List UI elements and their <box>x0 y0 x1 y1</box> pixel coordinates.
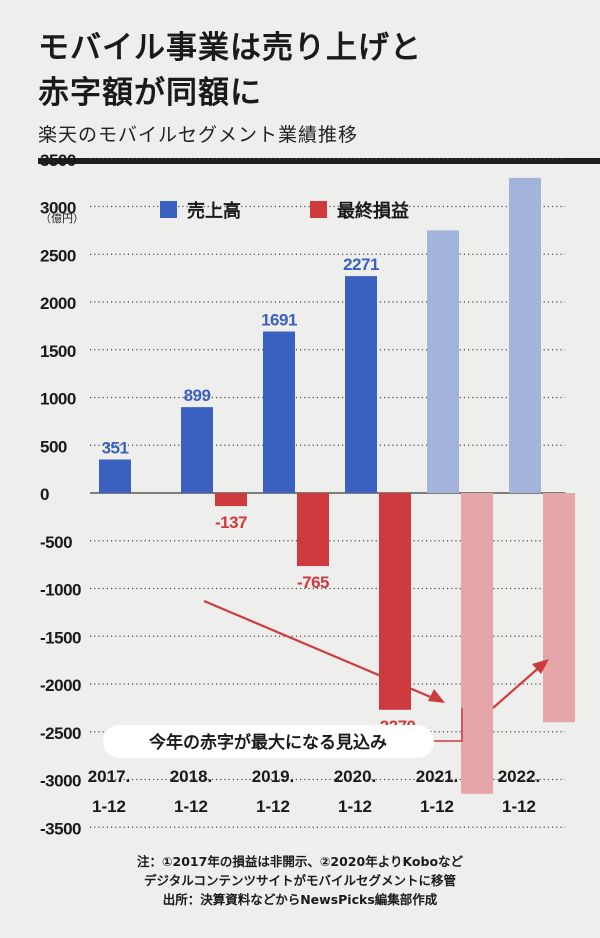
x-tick-label-months: 1-12 <box>420 797 454 816</box>
headline-line-1: モバイル事業は売り上げと <box>38 30 422 66</box>
annotation-pill <box>103 725 434 758</box>
net-income-bar-2018 <box>215 493 247 507</box>
net-income-value-label: -765 <box>297 573 329 592</box>
x-tick-label-year: 2017. <box>88 767 131 786</box>
net-income-bar-2020 <box>379 493 411 710</box>
y-tick-label: 500 <box>40 437 67 456</box>
footnote-line-3: 出所：決算資料などからNewsPicks編集部作成 <box>162 892 438 907</box>
x-tick-label-months: 1-12 <box>92 797 126 816</box>
y-tick-label: 1500 <box>40 342 76 361</box>
footnotes: 注：①2017年の損益は非開示、②2020年よりKoboなど デジタルコンテンツ… <box>0 852 600 909</box>
callout-connector <box>434 708 463 742</box>
headline: モバイル事業は売り上げと 赤字額が同額に <box>38 26 578 116</box>
x-tick-label-year: 2019. <box>252 767 295 786</box>
revenue-bar-2021 <box>427 230 459 493</box>
header-rule <box>38 158 600 164</box>
x-tick-label-year: 2021. <box>416 767 459 786</box>
y-tick-label: 0 <box>40 485 49 504</box>
revenue-bar-2017 <box>99 459 131 493</box>
y-tick-label: -2500 <box>40 724 81 743</box>
y-tick-label: 2500 <box>40 246 76 265</box>
revenue-value-label: 351 <box>102 438 129 457</box>
subtitle: 楽天のモバイルセグメント業績推移 <box>38 124 359 146</box>
y-tick-label: -1500 <box>40 628 81 647</box>
x-tick-label-year: 2022. <box>498 767 541 786</box>
legend-swatch-2 <box>310 201 327 218</box>
y-tick-label: 1000 <box>40 390 76 409</box>
x-tick-label-year: 2020. <box>334 767 377 786</box>
y-tick-label: -3500 <box>40 819 81 838</box>
net-income-bar-2019 <box>297 493 329 567</box>
revenue-value-label: 2271 <box>343 255 379 274</box>
bars <box>99 177 575 794</box>
y-tick-label: -2000 <box>40 676 81 695</box>
revenue-bar-2022 <box>509 177 541 493</box>
x-tick-label-months: 1-12 <box>338 797 372 816</box>
arrow-trend-line <box>203 599 441 703</box>
revenue-bar-2020 <box>345 276 377 493</box>
arrow-rebound-head <box>532 659 549 674</box>
arrow-trend-head <box>428 689 445 703</box>
x-tick-label-year: 2018. <box>170 767 213 786</box>
footnote-line-2: デジタルコンテンツサイトがモバイルセグメントに移管 <box>143 873 456 888</box>
y-tick-label: 3000 <box>40 199 76 218</box>
net-income-value-label: -137 <box>215 513 247 532</box>
legend-label-2: 最終損益 <box>337 200 409 222</box>
y-tick-label: -1000 <box>40 581 81 600</box>
y-tick-label: -3000 <box>40 772 81 791</box>
y-tick-label: 3500 <box>40 151 76 170</box>
y-tick-label: 2000 <box>40 294 76 313</box>
y-axis-unit-label: （億円） <box>40 212 84 225</box>
x-tick-label-months: 1-12 <box>502 797 536 816</box>
y-tick-label: -500 <box>40 533 72 552</box>
footnote-line-1: 注：①2017年の損益は非開示、②2020年よりKoboなど <box>136 854 464 869</box>
bar-chart: （億円） 売上高 最終損益 3500 3000 2500 2000 1500 1000 500 0 -… <box>40 151 575 839</box>
revenue-value-label: 1691 <box>261 311 297 330</box>
net-income-bar-2022 <box>543 493 575 723</box>
legend-label-1: 売上高 <box>187 200 241 222</box>
net-income-bar-2021 <box>461 493 493 794</box>
headline-line-2: 赤字額が同額に <box>38 75 262 111</box>
legend-swatch-1 <box>160 201 177 218</box>
x-tick-label-months: 1-12 <box>174 797 208 816</box>
annotation-text: 今年の赤字が最大になる見込み <box>149 732 387 753</box>
revenue-bar-2019 <box>263 331 295 493</box>
revenue-bar-2018 <box>181 407 213 493</box>
labels: （億円） 売上高 最終損益 3500 3000 2500 2000 1500 1000 500 0 -… <box>40 151 540 839</box>
x-tick-label-months: 1-12 <box>256 797 290 816</box>
revenue-value-label: 899 <box>184 386 211 405</box>
arrow-rebound-line <box>492 663 544 709</box>
